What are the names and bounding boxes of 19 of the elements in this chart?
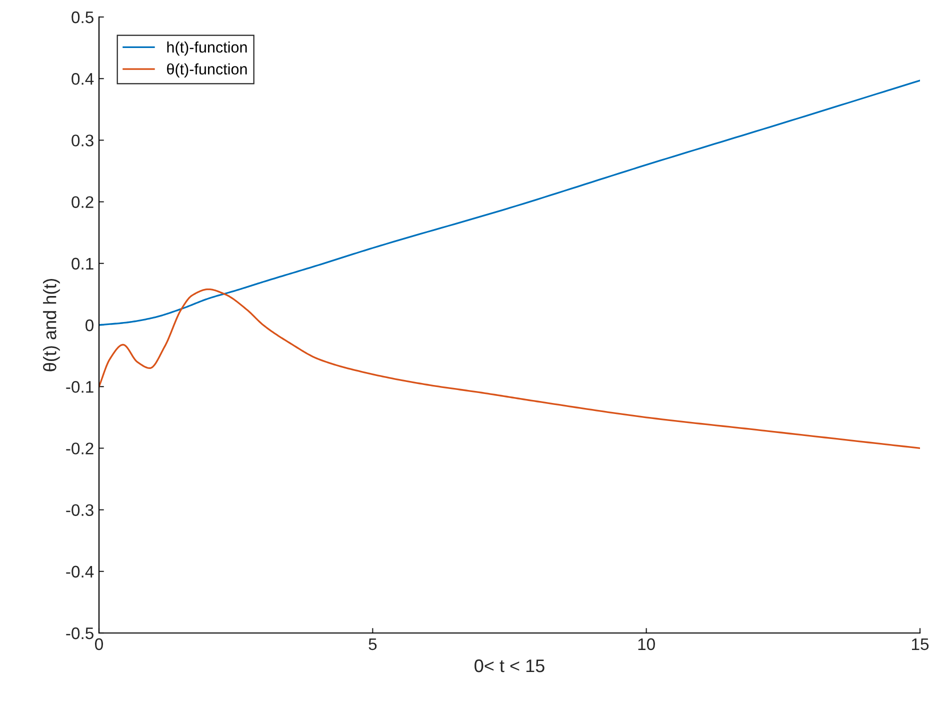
y-tick-label: 0.5 bbox=[72, 11, 94, 24]
y-tick-label: 0 bbox=[86, 319, 94, 332]
y-tick-label: 0.2 bbox=[72, 196, 94, 208]
x-tick-label: 5 bbox=[368, 638, 377, 650]
y-tick-label: -0.4 bbox=[66, 566, 94, 578]
x-tick-label: 0 bbox=[95, 638, 103, 650]
legend-label: h(t)-function bbox=[167, 41, 247, 56]
y-tick-label: -0.5 bbox=[66, 627, 94, 640]
y-axis-title: θ(t) and h(t) bbox=[43, 278, 60, 372]
y-tick-label: -0.1 bbox=[66, 381, 94, 393]
y-tick-label: -0.3 bbox=[66, 504, 94, 516]
y-tick-label: 0.4 bbox=[72, 73, 94, 85]
y-tick-label: 0.3 bbox=[72, 134, 94, 146]
x-axis-title: 0< t < 15 bbox=[474, 659, 544, 672]
legend-label: θ(t)-function bbox=[167, 63, 247, 78]
x-tick-label: 15 bbox=[912, 638, 929, 650]
y-tick-label: 0.1 bbox=[72, 258, 94, 270]
x-tick-label: 10 bbox=[638, 638, 655, 650]
y-tick-label: -0.2 bbox=[66, 442, 94, 454]
